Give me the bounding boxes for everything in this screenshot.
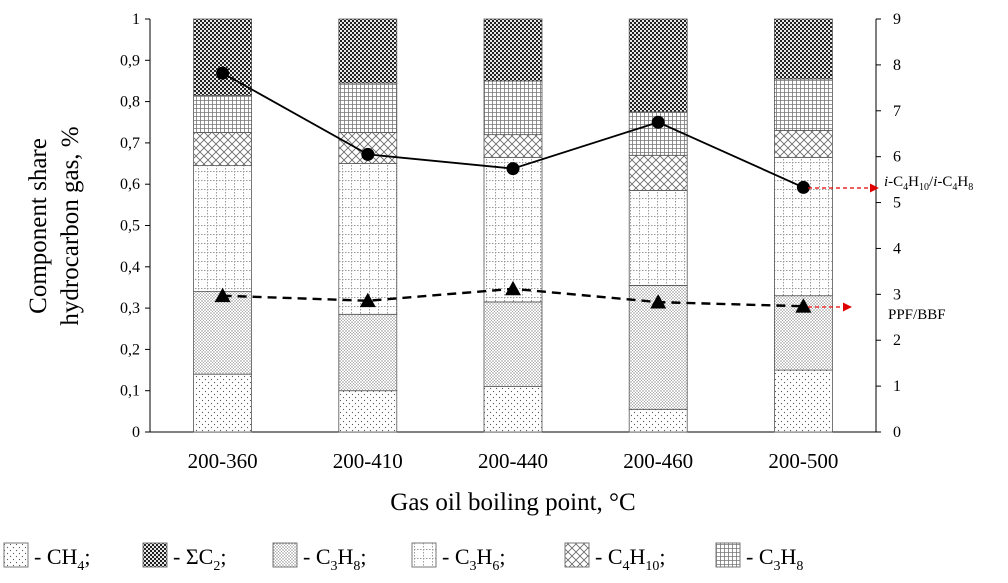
right-tick-label: 3 [893,286,901,303]
right-tick-label: 9 [893,11,901,28]
legend-swatch-small-grid [411,542,437,568]
right-tick-label: 2 [893,332,901,349]
x-axis-title: Gas oil boiling point, °C [390,489,635,516]
left-tick-label: 0,6 [120,176,140,193]
triangle-marker [505,280,521,296]
bar-segment-dense-dots [338,313,398,392]
left-tick-label: 0,4 [120,259,140,276]
bar-segment-diagonal-cross [774,130,833,158]
ratio-lines [214,66,812,313]
legend-swatch-diagonal-cross [564,542,590,568]
bar-segment-checker [628,18,688,113]
bar-segment-sparse-dots [193,373,253,433]
left-tick-label: 0,5 [120,218,140,235]
right-tick-label: 4 [893,240,901,257]
right-axis-ticks: 0 1 2 3 4 5 6 7 8 9 [876,11,901,441]
bar-segment-checker [193,18,253,96]
legend-swatch-dense-grid [715,542,741,568]
triangle-marker [795,298,812,313]
triangle-marker [650,294,667,309]
bar-segment-sparse-dots [774,369,833,433]
bar-segment-checker [483,18,543,82]
right-tick-label: 5 [893,195,901,212]
x-tick-label: 200-460 [623,449,693,473]
left-tick-label: 0,1 [120,383,140,400]
circle-marker [506,162,520,176]
bar-segment-sparse-dots [483,386,543,433]
right-tick-label: 8 [893,57,901,74]
legend-label: - C3H8 [746,544,803,574]
bar-segment-dense-grid [338,82,398,133]
bar-segment-small-grid [338,163,398,315]
legend: - CH4; - ΣC2; - C3H8; - C3H6; - C4H10; - C3H8 [3,542,803,574]
x-tick-label: 200-440 [478,449,548,473]
left-tick-label: 0,2 [120,341,140,358]
bar-segment-dense-grid [193,95,253,133]
legend-label: - CH4; [34,544,91,574]
left-axis-ticks: 0 0,1 0,2 0,3 0,4 0,5 0,6 0,7 0,8 0,9 1 [120,11,150,441]
legend-swatch-sparse-dots [3,542,29,568]
x-axis-ticks: 200-360 200-410 200-440 200-460 200-500 [188,449,839,473]
legend-label: - ΣC2; [173,544,226,574]
bar-segment-dense-dots [193,291,253,375]
right-tick-label: 0 [893,424,901,441]
bar-segment-dense-grid [774,78,833,131]
bar-segment-checker [338,18,398,84]
legend-label: - C3H8; [303,544,367,574]
triangle-marker [359,292,376,308]
bar-segment-small-grid [628,189,688,286]
circle-marker [651,115,665,129]
bar-segment-small-grid [483,156,543,303]
x-tick-label: 200-360 [188,449,258,473]
left-tick-label: 0,7 [120,135,140,152]
y-axis-title-line2: hydrocarbon gas, % [57,126,84,325]
bar-segment-diagonal-cross [483,134,543,158]
triangle-marker [214,287,231,303]
left-tick-label: 0,8 [120,94,140,111]
bar-segment-diagonal-cross [628,154,688,191]
circle-marker [216,66,230,80]
y-axis-title-line1: Component share [25,138,52,314]
bar-segment-small-grid [193,165,253,292]
legend-swatch-dense-dots [272,542,298,568]
bar-segment-diagonal-cross [193,132,253,167]
left-tick-label: 0,9 [120,52,140,69]
bar-segment-sparse-dots [628,408,688,433]
legend-swatch-checker [142,542,168,568]
circle-marker [361,147,375,161]
stacked-bars [193,18,833,433]
legend-label: - C4H10; [595,544,666,574]
left-tick-label: 1 [132,11,140,28]
bar-segment-dense-grid [483,80,543,136]
ratio-label: i-C4H10/i-C4H8 [884,174,973,193]
bar-segment-checker [774,18,833,80]
y-axis-title: Component share hydrocarbon gas, % [25,126,84,325]
bar-segment-sparse-dots [338,390,398,433]
circle-marker [796,180,810,194]
bar-segment-dense-dots [483,301,543,387]
left-tick-label: 0 [132,424,140,441]
legend-label: - C3H6; [442,544,506,574]
left-tick-label: 0,3 [120,300,140,317]
right-tick-label: 1 [893,378,901,395]
right-tick-label: 6 [893,149,901,166]
x-tick-label: 200-500 [768,449,838,473]
x-tick-label: 200-410 [333,449,403,473]
right-tick-label: 7 [893,103,901,120]
bar-segment-small-grid [774,156,833,297]
ppf-label: PPF/BBF [888,307,946,323]
